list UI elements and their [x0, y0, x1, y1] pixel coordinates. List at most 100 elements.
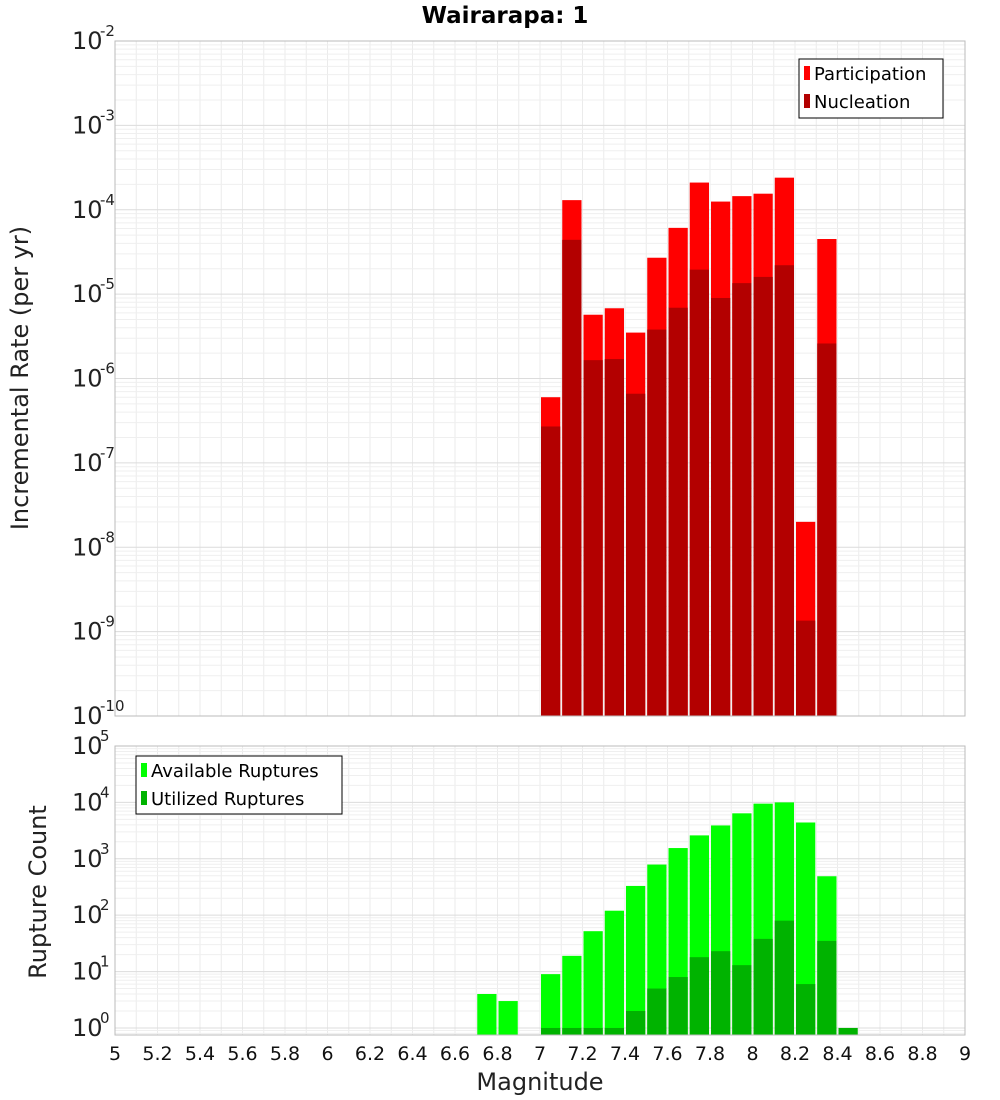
count-bar-utilized-ruptures [774, 920, 794, 1035]
count-bar-utilized-ruptures [583, 1027, 603, 1035]
y-tick-label: 10-10 [72, 697, 125, 730]
rate-legend-box [798, 58, 944, 119]
rate-grid [114, 41, 966, 717]
rate-bar-nucleation [817, 343, 837, 716]
rate-bar-nucleation [796, 620, 816, 716]
y-tick-exponent: -8 [100, 528, 115, 546]
rate-bar-nucleation [604, 359, 624, 716]
count-bar-available-ruptures [583, 931, 603, 1035]
rate-bar-nucleation [562, 239, 582, 716]
y-tick-base: 10 [72, 702, 103, 730]
count-bar-available-ruptures [604, 910, 624, 1035]
y-tick-exponent: -10 [100, 697, 125, 715]
count-bar-utilized-ruptures [604, 1027, 624, 1035]
rate-bar-nucleation [711, 297, 731, 716]
x-tick-label: 5 [109, 1043, 121, 1065]
count-bar-utilized-ruptures [838, 1027, 858, 1035]
y-tick-base: 10 [72, 845, 103, 873]
count-bar-utilized-ruptures [796, 984, 816, 1035]
y-tick-exponent: 5 [100, 727, 110, 745]
x-tick-label: 6.8 [482, 1043, 512, 1065]
x-axis-title: Magnitude [476, 1068, 603, 1096]
count-bars [477, 802, 858, 1035]
y-tick-exponent: -5 [100, 275, 115, 293]
y-tick-label: 105 [72, 727, 110, 760]
utilized-legend-swatch [141, 791, 147, 805]
x-tick-label: 8.2 [780, 1043, 810, 1065]
y-tick-label: 101 [72, 953, 110, 986]
y-tick-exponent: -3 [100, 106, 115, 124]
participation-legend-label: Participation [814, 64, 926, 85]
rate-bar-nucleation [689, 269, 709, 716]
y-tick-exponent: 1 [100, 953, 110, 971]
rate-bar-nucleation [732, 283, 752, 716]
y-tick-label: 104 [72, 783, 110, 816]
nucleation-legend-label: Nucleation [814, 92, 910, 113]
nucleation-legend-swatch [804, 94, 810, 108]
y-tick-base: 10 [72, 732, 103, 760]
y-tick-base: 10 [72, 788, 103, 816]
y-tick-base: 10 [72, 365, 103, 393]
count-y-axis-title: Rupture Count [24, 805, 52, 979]
participation-legend-swatch [804, 66, 810, 80]
rate-bar-nucleation [753, 276, 773, 716]
y-tick-base: 10 [72, 1014, 103, 1042]
y-tick-exponent: -9 [100, 613, 115, 631]
y-tick-base: 10 [72, 111, 103, 139]
y-tick-base: 10 [72, 280, 103, 308]
count-plot-frame [114, 745, 966, 1036]
count-bar-available-ruptures [562, 955, 582, 1035]
count-bar-utilized-ruptures [732, 965, 752, 1035]
y-tick-label: 10-7 [72, 444, 115, 477]
rate-plot-frame [114, 40, 966, 717]
x-tick-label: 5.4 [185, 1043, 215, 1065]
x-tick-label: 7.8 [695, 1043, 725, 1065]
y-tick-label: 102 [72, 896, 110, 929]
x-tick-label: 8.4 [822, 1043, 852, 1065]
count-x-ticks: 5 5.2 5.4 5.6 5.8 6 6.2 6.4 6.6 6.8 7 7.2 7.4 7.6 7.8 8… [109, 1043, 971, 1065]
y-tick-base: 10 [72, 196, 103, 224]
y-tick-label: 10-9 [72, 613, 115, 646]
x-tick-label: 7 [534, 1043, 546, 1065]
count-bar-utilized-ruptures [711, 951, 731, 1035]
y-tick-base: 10 [72, 901, 103, 929]
y-tick-label: 100 [72, 1009, 110, 1042]
y-tick-label: 10-2 [72, 22, 115, 55]
y-tick-base: 10 [72, 958, 103, 986]
count-bar-available-ruptures [498, 1001, 518, 1035]
count-bar-utilized-ruptures [753, 938, 773, 1035]
count-bar-utilized-ruptures [647, 988, 667, 1035]
x-tick-label: 5.8 [270, 1043, 300, 1065]
count-legend: Available Ruptures Utilized Ruptures [135, 755, 343, 815]
count-bar-available-ruptures [541, 974, 561, 1035]
y-tick-label: 10-3 [72, 106, 115, 139]
x-tick-label: 8 [746, 1043, 758, 1065]
rate-legend: Participation Nucleation [798, 58, 944, 119]
rate-bar-nucleation [541, 426, 561, 716]
rate-bar-nucleation [583, 360, 603, 716]
y-tick-label: 10-8 [72, 528, 115, 561]
count-bar-available-ruptures [796, 822, 816, 1035]
y-tick-exponent: -7 [100, 444, 115, 462]
y-tick-exponent: 3 [100, 840, 110, 858]
available-legend-label: Available Ruptures [151, 761, 319, 782]
y-tick-exponent: 0 [100, 1009, 110, 1027]
x-tick-label: 6.4 [397, 1043, 427, 1065]
count-bar-utilized-ruptures [626, 1010, 646, 1035]
x-tick-label: 7.2 [567, 1043, 597, 1065]
x-tick-label: 6.6 [440, 1043, 470, 1065]
count-legend-box [135, 755, 343, 815]
count-bar-utilized-ruptures [668, 977, 688, 1035]
rate-bar-nucleation [647, 329, 667, 716]
y-tick-label: 103 [72, 840, 110, 873]
y-tick-exponent: -6 [100, 360, 115, 378]
chart-title: Wairarapa: 1 [422, 3, 589, 29]
y-tick-exponent: 4 [100, 783, 110, 801]
y-tick-exponent: -2 [100, 22, 115, 40]
y-tick-base: 10 [72, 27, 103, 55]
x-tick-label: 8.8 [907, 1043, 937, 1065]
available-legend-swatch [141, 763, 147, 777]
